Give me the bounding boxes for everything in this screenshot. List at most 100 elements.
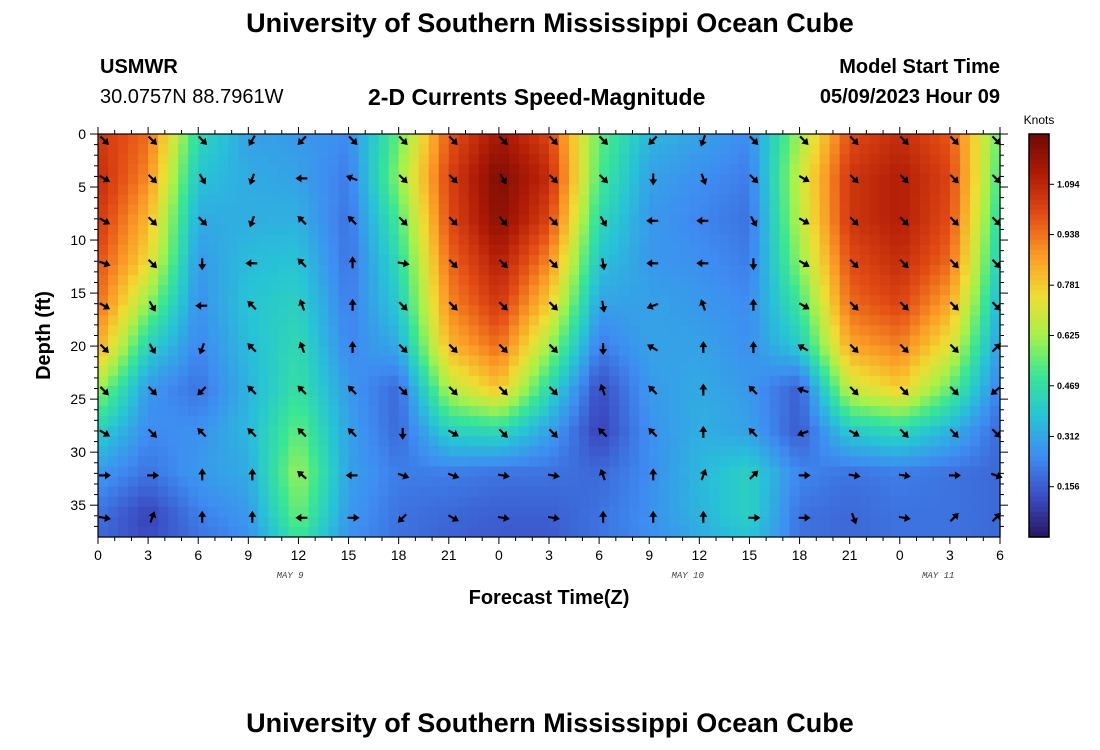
heatmap-cell <box>388 456 400 468</box>
heatmap-cell <box>569 345 580 357</box>
heatmap-cell <box>478 315 490 327</box>
heatmap-cell <box>919 164 931 175</box>
heatmap-cell <box>549 154 560 165</box>
current-arrow <box>749 298 758 311</box>
heatmap-cell <box>929 224 941 236</box>
heatmap-cell <box>729 144 741 155</box>
heatmap-cell <box>549 496 560 508</box>
heatmap-cell <box>949 456 961 468</box>
heatmap-cell <box>749 506 761 518</box>
heatmap-cell <box>709 224 720 236</box>
heatmap-cell <box>579 375 590 387</box>
heatmap-cell <box>759 285 771 296</box>
heatmap-cell <box>939 204 951 216</box>
heatmap-cell <box>759 244 771 256</box>
heatmap-cell <box>168 426 179 437</box>
heatmap-cell <box>839 496 851 508</box>
heatmap-cell <box>589 395 600 407</box>
heatmap-cell <box>759 426 771 437</box>
heatmap-cell <box>809 264 821 276</box>
heatmap-cell <box>779 385 791 397</box>
heatmap-cell <box>609 134 620 145</box>
heatmap-cell <box>829 264 841 276</box>
heatmap-cell <box>538 466 550 478</box>
heatmap-cell <box>128 456 139 468</box>
heatmap-cell <box>929 345 941 357</box>
heatmap-cell <box>879 224 891 236</box>
heatmap-cell <box>719 506 730 518</box>
heatmap-cell <box>859 285 871 296</box>
colorbar-swatch <box>1029 476 1049 483</box>
heatmap-cell <box>829 144 841 155</box>
heatmap-cell <box>939 254 951 266</box>
heatmap-cell <box>198 154 209 165</box>
heatmap-cell <box>909 365 921 377</box>
heatmap-cell <box>589 345 600 357</box>
heatmap-cell <box>518 204 530 216</box>
heatmap-cell <box>98 446 109 457</box>
heatmap-cell <box>478 446 490 457</box>
current-arrow <box>448 343 458 354</box>
heatmap-cell <box>388 526 400 538</box>
heatmap-cell <box>338 385 350 397</box>
heatmap-cell <box>909 476 921 488</box>
heatmap-cell <box>308 486 320 498</box>
heatmap-cell <box>559 224 570 236</box>
heatmap-cell <box>418 355 430 367</box>
heatmap-cell <box>228 486 239 498</box>
heatmap-cell <box>709 234 720 246</box>
heatmap-cell <box>208 234 219 246</box>
heatmap-cell <box>178 275 189 286</box>
heatmap-cell <box>448 214 460 226</box>
current-arrow <box>647 344 659 352</box>
heatmap-cell <box>859 134 871 145</box>
heatmap-cell <box>949 315 961 327</box>
heatmap-cell <box>438 516 450 528</box>
heatmap-cell <box>709 134 720 145</box>
current-arrow <box>848 471 861 480</box>
current-vectors <box>98 134 1003 525</box>
heatmap-cell <box>609 194 620 206</box>
heatmap-cell <box>549 214 560 226</box>
heatmap-cell <box>799 295 811 306</box>
heatmap-cell <box>468 406 480 417</box>
heatmap-cell <box>919 325 931 337</box>
heatmap-cell <box>338 516 350 528</box>
heatmap-cell <box>739 365 751 377</box>
heatmap-cell <box>939 335 951 347</box>
heatmap-cell <box>579 244 590 256</box>
heatmap-cell <box>318 486 330 498</box>
heatmap-cell <box>528 315 540 327</box>
heatmap-cell <box>408 275 420 286</box>
heatmap-cell <box>508 295 520 306</box>
current-arrow <box>899 343 909 354</box>
heatmap-cell <box>849 496 861 508</box>
heatmap-cell <box>669 275 680 286</box>
heatmap-cell <box>458 516 470 528</box>
heatmap-cell <box>869 144 881 155</box>
heatmap-cell <box>989 194 1001 206</box>
heatmap-cell <box>478 214 490 226</box>
heatmap-cell <box>388 426 400 437</box>
heatmap-cell <box>528 496 540 508</box>
heatmap-cell <box>288 446 300 457</box>
heatmap-cell <box>989 184 1001 196</box>
heatmap-cell <box>338 254 350 266</box>
heatmap-cell <box>108 506 119 518</box>
heatmap-cell <box>859 355 871 367</box>
heatmap-cell <box>839 476 851 488</box>
colorbar-swatch <box>1029 239 1049 246</box>
heatmap-cell <box>699 385 710 397</box>
heatmap-cell <box>248 375 259 387</box>
heatmap-cell <box>98 496 109 508</box>
heatmap-cell <box>719 466 730 478</box>
heatmap-cell <box>238 456 249 468</box>
heatmap-cell <box>108 365 119 377</box>
heatmap-cell <box>428 264 440 276</box>
heatmap-cell <box>909 264 921 276</box>
heatmap-cell <box>338 496 350 508</box>
current-arrow <box>248 173 256 185</box>
heatmap-cell <box>689 426 700 437</box>
heatmap-cell <box>889 375 901 387</box>
heatmap-cell <box>559 456 570 468</box>
